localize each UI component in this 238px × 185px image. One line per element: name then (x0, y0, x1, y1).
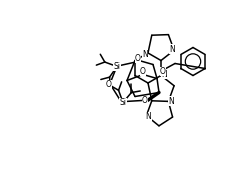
Text: N: N (169, 97, 174, 106)
Text: N: N (161, 70, 167, 79)
Text: O: O (135, 54, 141, 63)
Text: N: N (142, 50, 148, 58)
Text: Si: Si (119, 98, 127, 107)
Text: O: O (106, 80, 112, 89)
Text: Si: Si (114, 62, 120, 71)
Text: O: O (142, 96, 148, 105)
Text: N: N (145, 112, 151, 121)
Text: O: O (140, 67, 146, 76)
Text: O: O (160, 67, 166, 76)
Text: N: N (169, 45, 175, 54)
